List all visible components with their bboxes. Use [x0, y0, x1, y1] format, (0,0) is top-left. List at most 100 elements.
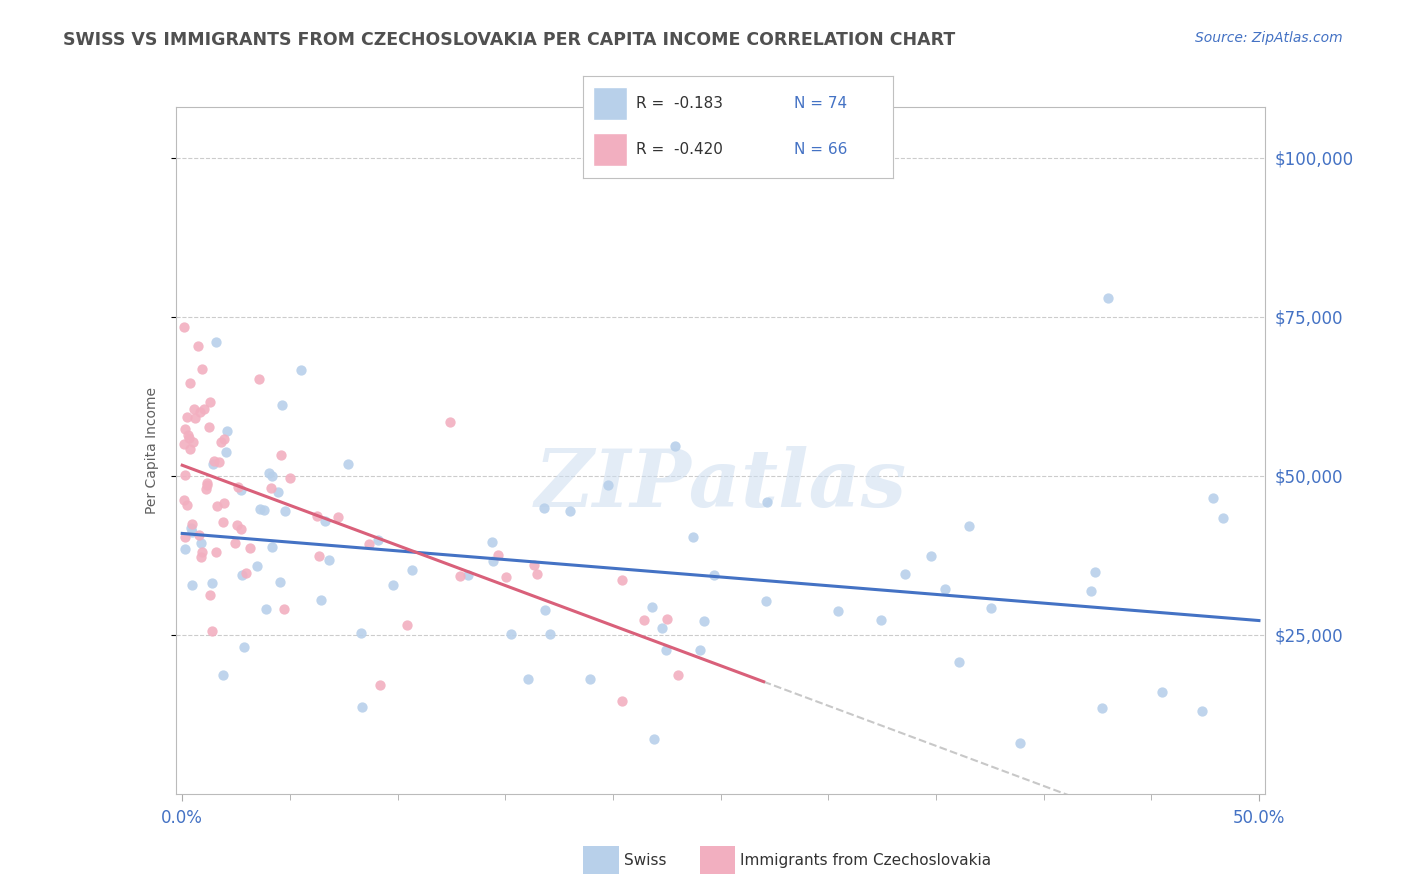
- Point: [314, 514, 336, 528]
- Point: [337, 457, 360, 471]
- Point: [273, 602, 295, 616]
- Point: [689, 643, 711, 657]
- Point: [200, 624, 222, 638]
- Point: [894, 567, 917, 582]
- Point: [181, 434, 204, 449]
- Point: [655, 612, 678, 626]
- Point: [188, 405, 211, 419]
- Point: [229, 483, 252, 497]
- Point: [948, 656, 970, 670]
- Point: [870, 613, 893, 627]
- Text: ZIPatlas: ZIPatlas: [534, 446, 907, 524]
- Point: [208, 455, 231, 469]
- Point: [1202, 491, 1225, 505]
- Point: [224, 536, 246, 550]
- Point: [1097, 291, 1119, 305]
- Point: [201, 576, 224, 591]
- Point: [269, 574, 291, 589]
- Point: [641, 599, 664, 614]
- Point: [827, 604, 849, 618]
- Point: [202, 454, 225, 468]
- Point: [481, 554, 503, 568]
- Point: [367, 533, 389, 547]
- Text: R =  -0.420: R = -0.420: [636, 142, 723, 157]
- Point: [755, 594, 778, 608]
- Point: [309, 592, 332, 607]
- Point: [211, 668, 233, 682]
- Point: [664, 439, 686, 453]
- Point: [198, 419, 221, 434]
- Point: [190, 362, 212, 376]
- Point: [260, 540, 283, 554]
- Point: [191, 545, 214, 559]
- Point: [212, 432, 235, 446]
- Point: [495, 570, 517, 584]
- Point: [308, 549, 330, 564]
- Point: [231, 568, 253, 582]
- Point: [205, 334, 228, 349]
- Point: [195, 478, 218, 492]
- Text: Swiss: Swiss: [624, 854, 666, 868]
- Point: [328, 510, 350, 524]
- Text: N = 66: N = 66: [794, 142, 848, 157]
- Point: [174, 530, 197, 544]
- Point: [651, 620, 673, 634]
- Point: [271, 398, 294, 412]
- Point: [205, 500, 228, 514]
- Point: [233, 640, 256, 654]
- Point: [253, 503, 276, 517]
- Point: [260, 469, 283, 483]
- Point: [655, 643, 678, 657]
- Point: [267, 484, 290, 499]
- Point: [579, 672, 602, 686]
- Point: [1084, 565, 1107, 579]
- Point: [481, 534, 503, 549]
- Point: [359, 537, 381, 551]
- Point: [920, 549, 942, 563]
- Text: R =  -0.183: R = -0.183: [636, 96, 723, 111]
- Point: [486, 548, 509, 562]
- Point: [247, 372, 270, 386]
- Point: [957, 519, 980, 533]
- Point: [318, 552, 340, 566]
- Point: [174, 467, 197, 482]
- Point: [183, 402, 205, 417]
- Text: Immigrants from Czechoslovakia: Immigrants from Czechoslovakia: [740, 854, 991, 868]
- Point: [259, 466, 281, 480]
- Point: [200, 588, 222, 602]
- Point: [1091, 701, 1114, 715]
- Point: [526, 566, 548, 581]
- Point: [180, 521, 202, 535]
- Point: [439, 415, 461, 429]
- Point: [533, 603, 555, 617]
- Point: [173, 436, 195, 450]
- Point: [176, 498, 198, 512]
- Point: [195, 476, 218, 491]
- Point: [305, 508, 328, 523]
- Point: [270, 448, 292, 462]
- Point: [517, 672, 540, 686]
- Point: [246, 559, 269, 574]
- Point: [177, 431, 200, 445]
- Point: [396, 618, 419, 632]
- Point: [538, 626, 561, 640]
- Point: [457, 568, 479, 582]
- Point: [290, 362, 312, 376]
- Point: [195, 483, 218, 497]
- Point: [187, 339, 209, 353]
- Point: [558, 504, 581, 518]
- Point: [181, 516, 204, 531]
- Point: [181, 524, 204, 539]
- Point: [249, 501, 271, 516]
- Point: [401, 563, 423, 577]
- Point: [173, 421, 195, 435]
- Point: [523, 558, 546, 572]
- Point: [184, 411, 207, 425]
- Bar: [593, 133, 627, 166]
- Point: [193, 402, 215, 417]
- Point: [449, 569, 471, 583]
- Point: [179, 442, 201, 457]
- Point: [226, 480, 249, 494]
- Point: [381, 578, 404, 592]
- Point: [190, 536, 212, 550]
